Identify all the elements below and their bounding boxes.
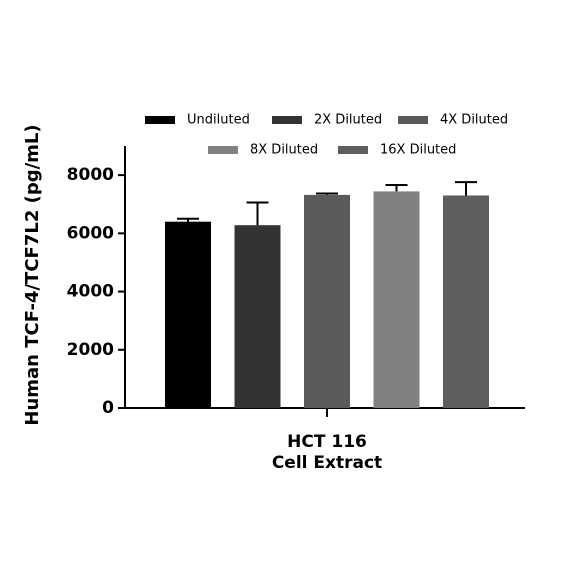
y-tick-label: 8000 (67, 165, 114, 185)
y-axis-title: Human TCF-4/TCF7L2 (pg/mL) (22, 124, 43, 425)
bar (165, 221, 211, 408)
bar (234, 225, 281, 408)
legend-label: 4X Diluted (440, 113, 508, 128)
legend-swatch (398, 116, 428, 124)
error-bar (177, 217, 199, 222)
legend-label: 16X Diluted (380, 143, 456, 158)
legend-label: 2X Diluted (314, 113, 382, 128)
error-bar (385, 184, 408, 192)
legend-swatch (145, 116, 175, 124)
legend-swatch (272, 116, 302, 124)
bar (304, 194, 350, 408)
bar (373, 191, 420, 408)
legend-swatch (338, 146, 368, 154)
y-tick-label: 4000 (67, 282, 114, 302)
error-bar (455, 181, 477, 196)
y-tick-label: 2000 (67, 340, 114, 360)
bar (443, 195, 489, 408)
y-tick-label: 0 (102, 398, 114, 418)
legend-label: 8X Diluted (250, 143, 318, 158)
x-category-label: HCT 116 Cell Extract (271, 432, 383, 473)
error-bar (246, 201, 269, 226)
legend-swatch (208, 146, 238, 154)
error-bar (316, 192, 338, 195)
y-tick-label: 6000 (67, 223, 114, 243)
legend-label: Undiluted (187, 113, 250, 128)
